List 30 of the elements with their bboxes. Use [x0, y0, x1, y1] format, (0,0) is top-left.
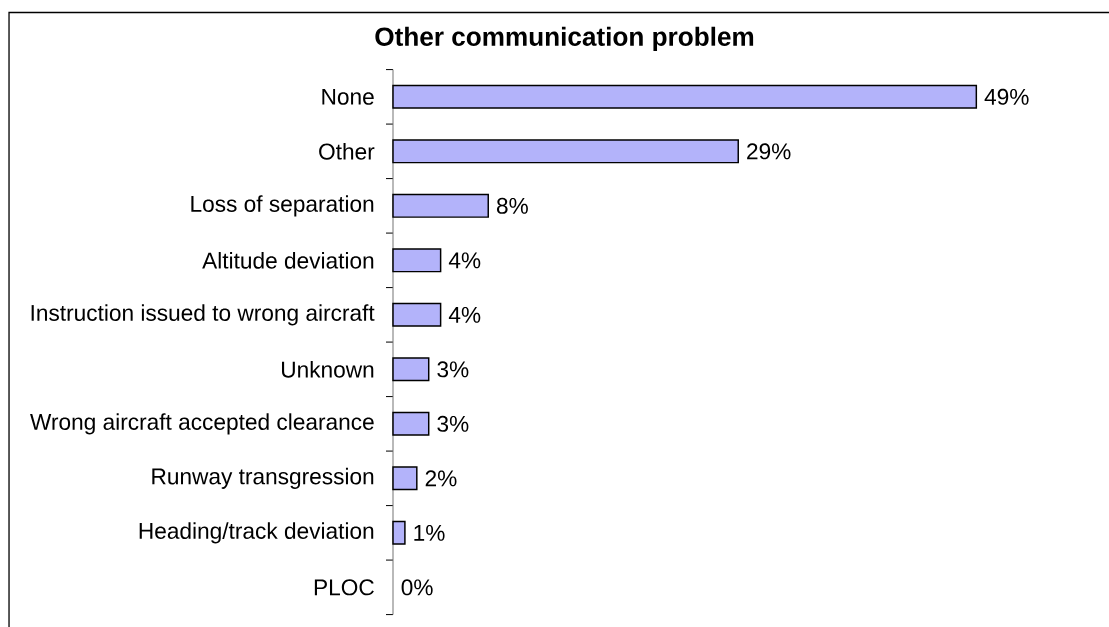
data-label: 4% [448, 252, 481, 269]
data-label: 8% [496, 197, 528, 214]
bar [392, 248, 442, 273]
y-tick-label: PLOC [314, 579, 374, 596]
y-tick-label: None [322, 88, 374, 105]
bar [392, 520, 406, 545]
bar [392, 139, 739, 164]
data-label: 0% [401, 579, 433, 596]
data-label: 2% [425, 470, 457, 487]
y-tick-label: Runway transgression [152, 467, 374, 489]
data-label: 3% [437, 415, 469, 432]
data-label: 1% [414, 524, 445, 541]
bar [392, 466, 418, 491]
data-label: 4% [448, 306, 481, 323]
y-tick-label: Unknown [282, 361, 374, 378]
y-tick-label: Loss of separation [191, 195, 374, 217]
bar [392, 411, 430, 436]
bar [392, 84, 978, 109]
data-label: 3% [437, 361, 469, 378]
data-label: 49% [984, 88, 1029, 105]
y-tick-label: Instruction issued to wrong aircraft [31, 304, 375, 326]
bar [392, 193, 489, 218]
y-tick-label: Heading/track deviation [139, 522, 374, 544]
y-tick-label: Altitude deviation [202, 252, 374, 269]
y-tick-label: Wrong aircraft accepted clearance [30, 413, 374, 435]
y-tick-label: Other [319, 143, 375, 160]
chart-title: Other communication problem [375, 26, 754, 52]
data-label: 29% [747, 143, 791, 160]
bar [392, 357, 430, 382]
bar [392, 302, 442, 327]
